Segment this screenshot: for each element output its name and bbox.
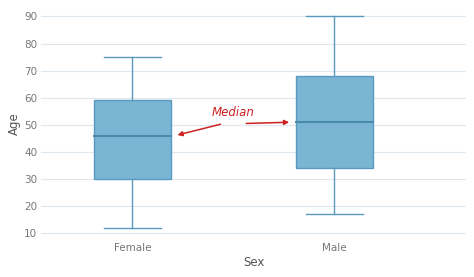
X-axis label: Sex: Sex	[243, 256, 264, 269]
Bar	[94, 101, 171, 179]
Bar	[296, 76, 373, 168]
Y-axis label: Age: Age	[9, 112, 21, 135]
Text: Median: Median	[212, 106, 255, 119]
